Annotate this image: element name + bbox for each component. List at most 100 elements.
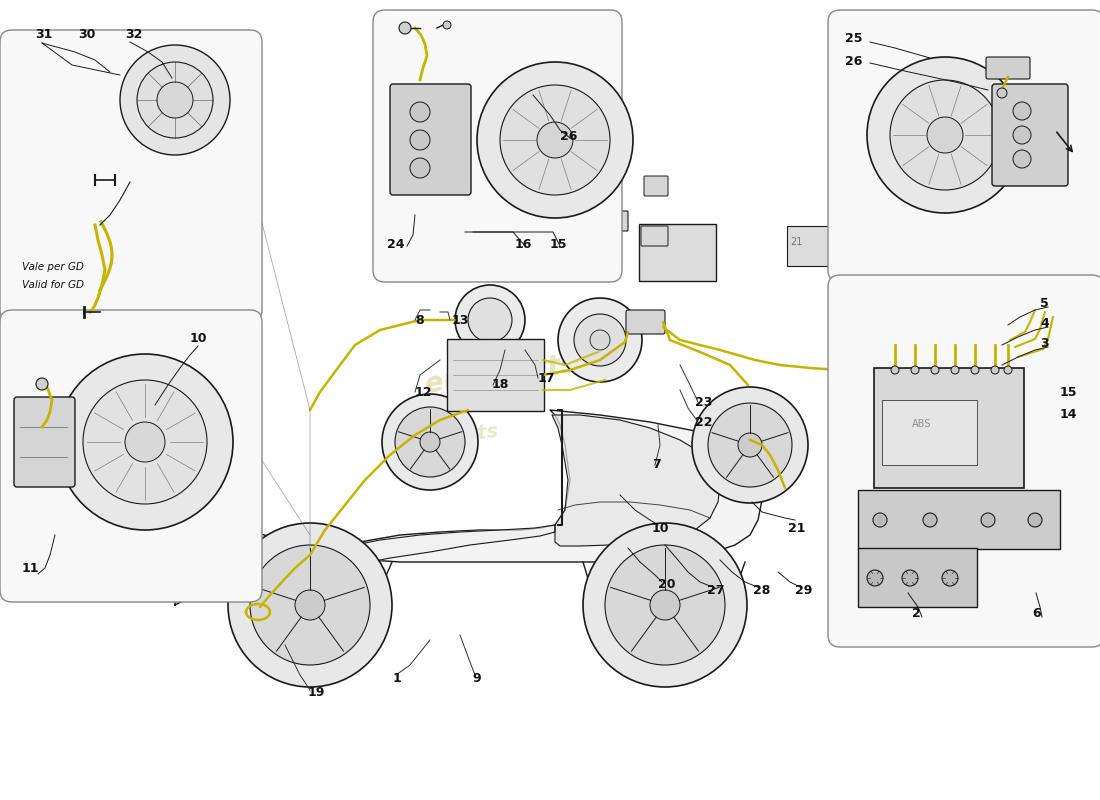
Circle shape: [605, 545, 725, 665]
Text: 11: 11: [22, 562, 40, 575]
Text: 7: 7: [652, 458, 661, 471]
FancyBboxPatch shape: [604, 211, 628, 231]
Text: 23: 23: [695, 395, 713, 409]
Circle shape: [931, 366, 939, 374]
Text: 12: 12: [415, 386, 432, 398]
Text: 31: 31: [35, 28, 53, 41]
FancyBboxPatch shape: [874, 368, 1024, 488]
Text: 16: 16: [515, 238, 532, 251]
Text: 9: 9: [472, 671, 481, 685]
Circle shape: [382, 394, 478, 490]
Text: a parts: a parts: [420, 422, 499, 449]
Text: 29: 29: [795, 583, 813, 597]
Text: 15: 15: [1060, 386, 1078, 398]
Circle shape: [138, 62, 213, 138]
Circle shape: [410, 130, 430, 150]
Circle shape: [890, 80, 1000, 190]
FancyBboxPatch shape: [828, 10, 1100, 282]
Text: 24: 24: [387, 238, 405, 251]
Circle shape: [574, 314, 626, 366]
Text: 19: 19: [308, 686, 326, 699]
FancyBboxPatch shape: [992, 84, 1068, 186]
Text: 22: 22: [695, 415, 713, 429]
FancyBboxPatch shape: [882, 400, 977, 465]
Text: 6: 6: [1032, 607, 1041, 620]
Circle shape: [228, 523, 392, 687]
Text: 20: 20: [658, 578, 675, 591]
FancyBboxPatch shape: [641, 226, 668, 246]
Circle shape: [991, 366, 999, 374]
Text: 26: 26: [560, 130, 578, 143]
Circle shape: [410, 158, 430, 178]
Circle shape: [738, 433, 762, 457]
Circle shape: [997, 88, 1006, 98]
Circle shape: [927, 117, 962, 153]
Text: 5: 5: [1040, 297, 1048, 310]
Text: 18: 18: [492, 378, 509, 391]
Text: 17: 17: [538, 371, 556, 385]
FancyBboxPatch shape: [14, 397, 75, 487]
Circle shape: [120, 45, 230, 155]
Circle shape: [923, 513, 937, 527]
Circle shape: [708, 403, 792, 487]
Circle shape: [250, 545, 370, 665]
Polygon shape: [220, 525, 556, 592]
Text: 21: 21: [788, 522, 805, 534]
Circle shape: [583, 523, 747, 687]
Text: 10: 10: [652, 522, 670, 534]
Circle shape: [420, 432, 440, 452]
Text: 21: 21: [790, 237, 802, 247]
FancyBboxPatch shape: [639, 224, 716, 281]
Circle shape: [477, 62, 632, 218]
Circle shape: [867, 570, 883, 586]
Circle shape: [500, 85, 610, 195]
Circle shape: [873, 513, 887, 527]
Circle shape: [443, 21, 451, 29]
Text: 8: 8: [415, 314, 424, 326]
FancyBboxPatch shape: [858, 548, 977, 607]
Text: 14: 14: [1060, 409, 1078, 422]
Circle shape: [1028, 513, 1042, 527]
Text: 27: 27: [707, 583, 725, 597]
Circle shape: [1013, 150, 1031, 168]
Polygon shape: [175, 410, 762, 605]
Circle shape: [125, 422, 165, 462]
Circle shape: [395, 407, 465, 477]
Text: 10: 10: [190, 332, 208, 345]
Circle shape: [971, 366, 979, 374]
Circle shape: [891, 366, 899, 374]
Text: 26: 26: [845, 55, 862, 68]
Circle shape: [867, 57, 1023, 213]
Text: 13: 13: [452, 314, 470, 326]
Text: 30: 30: [78, 28, 96, 41]
Circle shape: [455, 285, 525, 355]
FancyBboxPatch shape: [0, 310, 262, 602]
Circle shape: [36, 378, 48, 390]
FancyBboxPatch shape: [390, 84, 471, 195]
Circle shape: [410, 102, 430, 122]
Text: 1: 1: [393, 671, 402, 685]
Circle shape: [902, 570, 918, 586]
Text: 4: 4: [1040, 317, 1048, 330]
Polygon shape: [552, 415, 721, 546]
Text: 15: 15: [550, 238, 568, 251]
FancyBboxPatch shape: [373, 10, 622, 282]
FancyBboxPatch shape: [644, 176, 668, 196]
FancyBboxPatch shape: [0, 30, 262, 322]
Circle shape: [911, 366, 918, 374]
Circle shape: [558, 298, 642, 382]
Text: 28: 28: [754, 583, 770, 597]
FancyBboxPatch shape: [786, 226, 839, 266]
Circle shape: [952, 366, 959, 374]
Circle shape: [399, 22, 411, 34]
Text: 32: 32: [125, 28, 142, 41]
FancyBboxPatch shape: [626, 310, 666, 334]
Circle shape: [692, 387, 808, 503]
Circle shape: [981, 513, 996, 527]
Text: Valid for GD: Valid for GD: [22, 280, 84, 290]
Circle shape: [82, 380, 207, 504]
Text: ABS: ABS: [912, 419, 932, 429]
Circle shape: [57, 354, 233, 530]
FancyBboxPatch shape: [858, 490, 1060, 549]
FancyBboxPatch shape: [828, 275, 1100, 647]
